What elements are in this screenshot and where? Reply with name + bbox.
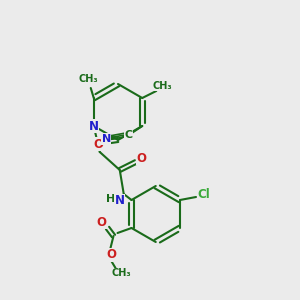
Text: O: O <box>97 215 106 229</box>
Text: O: O <box>106 248 116 262</box>
Text: H: H <box>106 194 116 204</box>
Text: CH₃: CH₃ <box>79 74 99 84</box>
Text: N: N <box>89 119 99 133</box>
Text: N: N <box>102 134 111 144</box>
Text: Cl: Cl <box>198 188 210 202</box>
Text: CH₃: CH₃ <box>112 268 131 278</box>
Text: O: O <box>137 152 147 164</box>
Text: C: C <box>124 130 132 140</box>
Text: N: N <box>115 194 125 208</box>
Text: CH₃: CH₃ <box>152 81 172 91</box>
Text: O: O <box>93 137 103 151</box>
